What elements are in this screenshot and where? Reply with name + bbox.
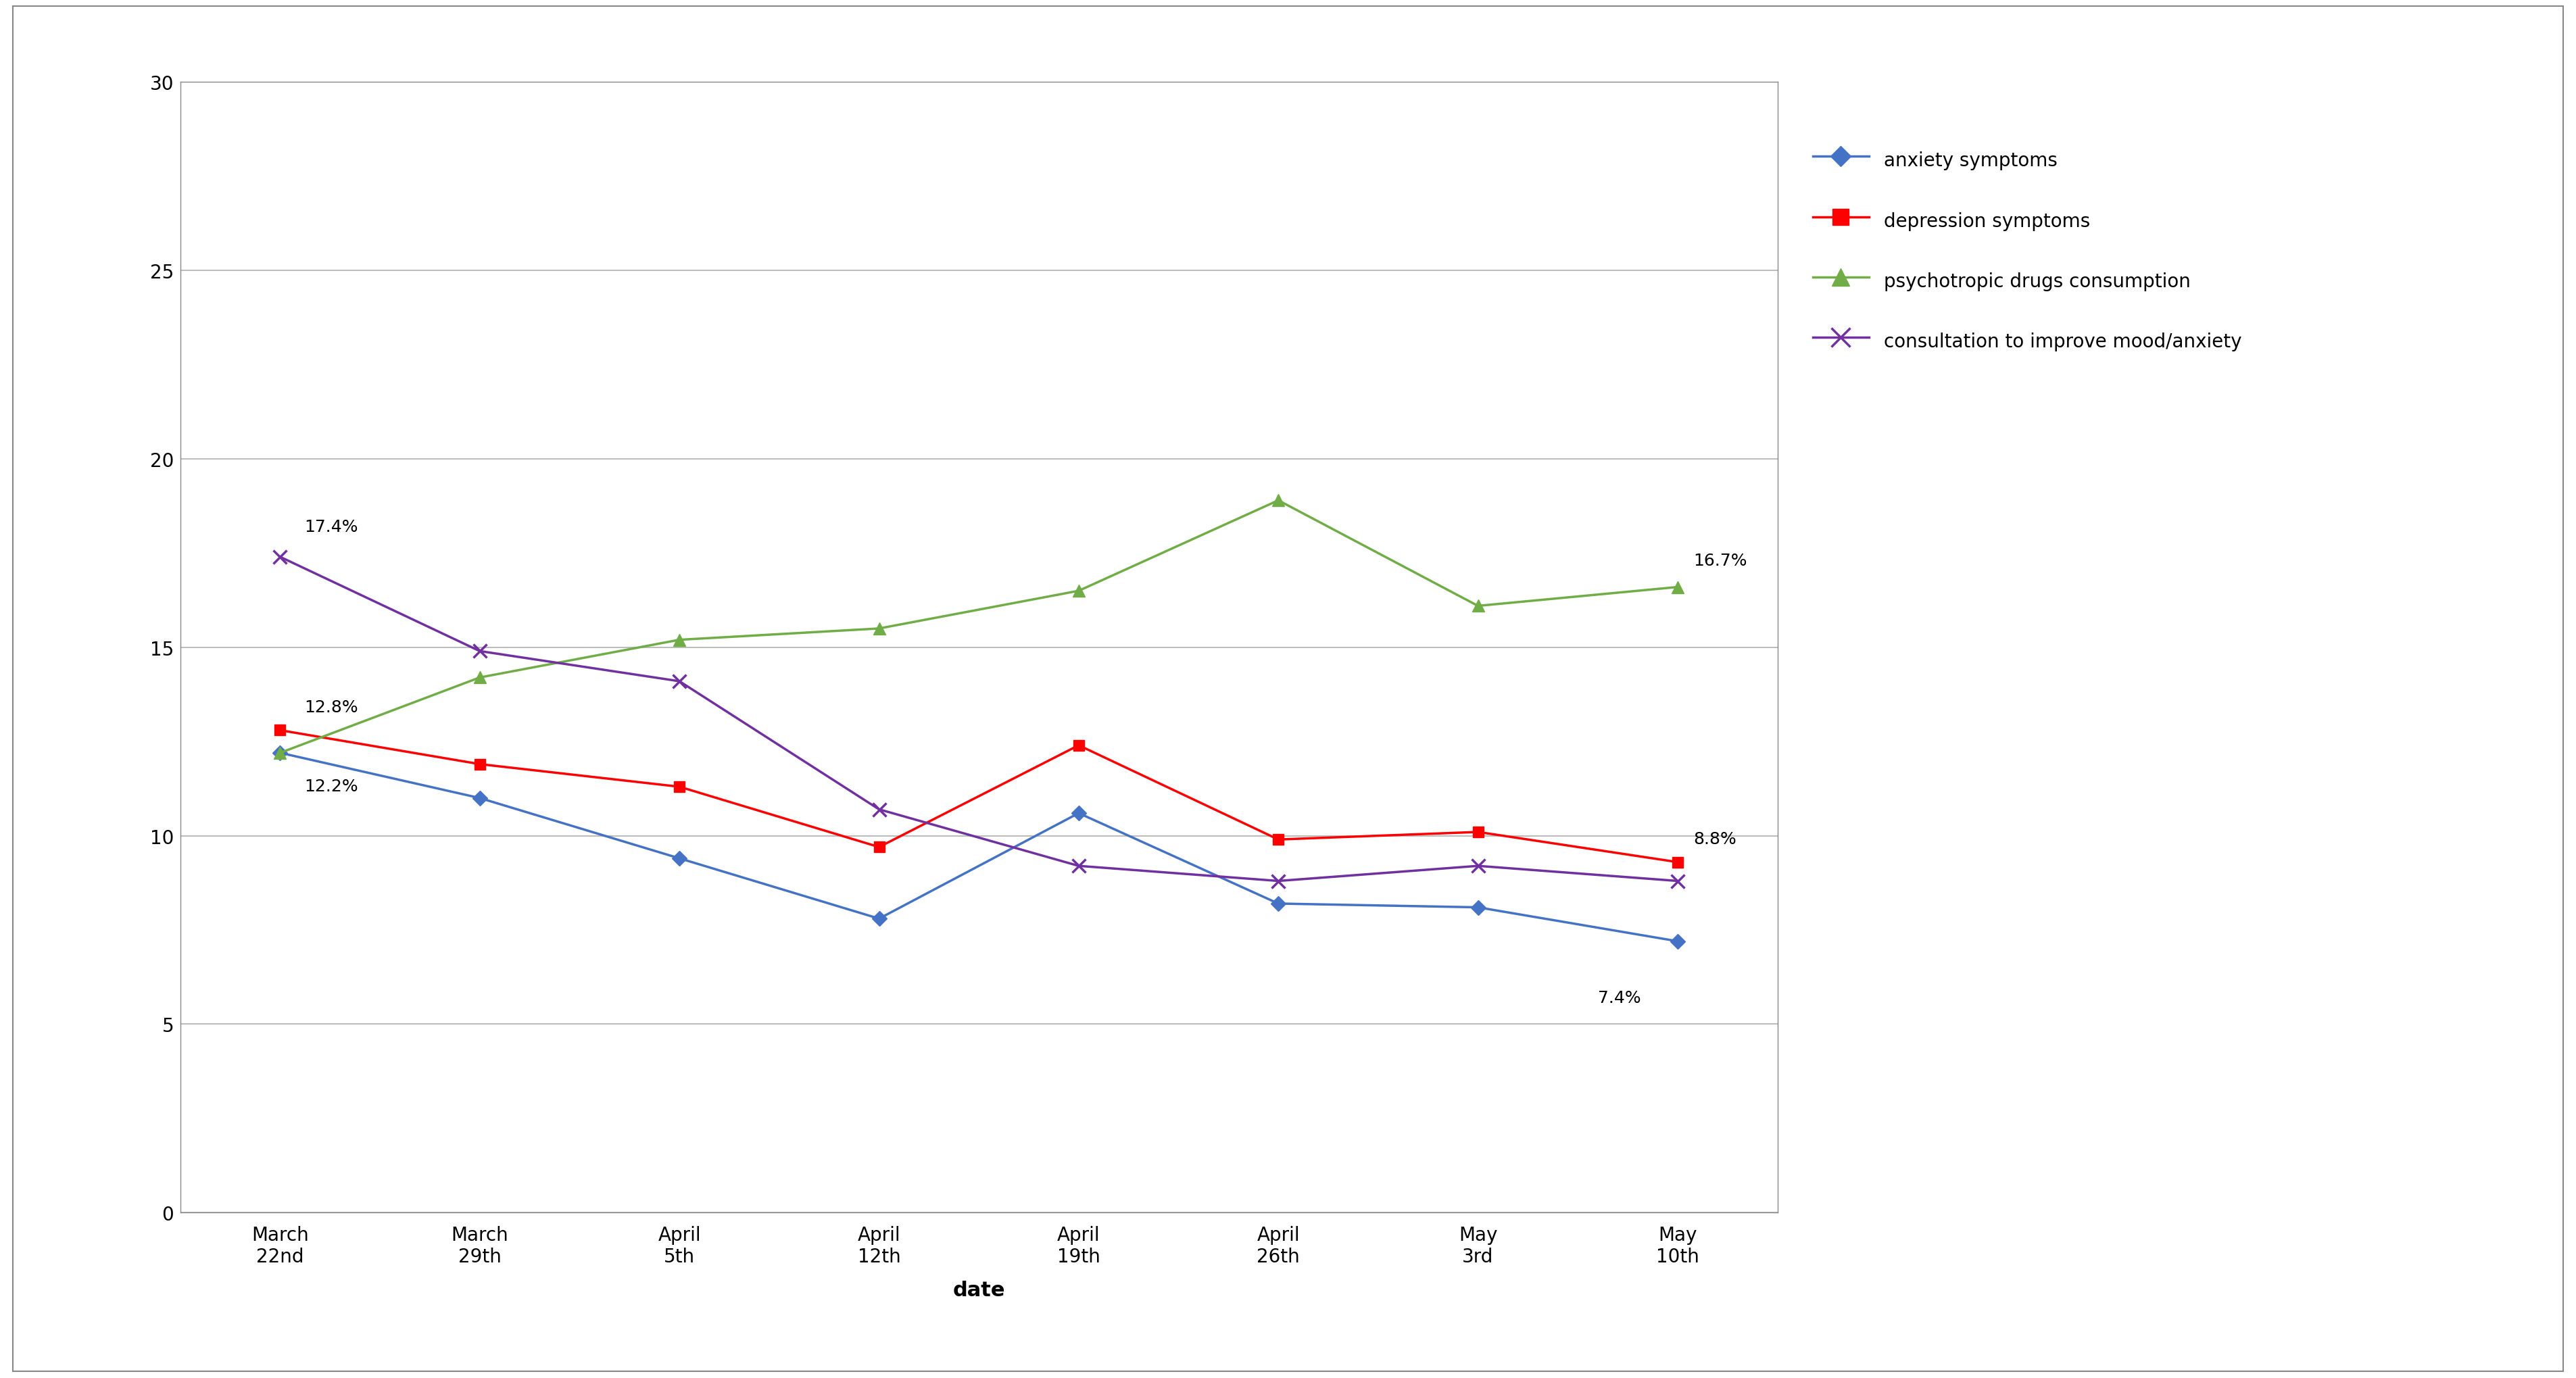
anxiety symptoms <box>1463 900 1494 916</box>
psychotropic drugs consumption <box>1463 598 1494 615</box>
anxiety symptoms <box>1662 933 1692 949</box>
depression symptoms <box>1262 831 1293 847</box>
Text: 17.4%: 17.4% <box>304 518 358 535</box>
Text: 8.8%: 8.8% <box>1692 831 1736 847</box>
anxiety symptoms <box>665 850 696 867</box>
Legend: anxiety symptoms, depression symptoms, psychotropic drugs consumption, consultat: anxiety symptoms, depression symptoms, p… <box>1814 147 2241 354</box>
Text: 12.8%: 12.8% <box>304 699 358 715</box>
anxiety symptoms <box>1064 805 1095 821</box>
consultation to improve mood/anxiety <box>1463 858 1494 875</box>
depression symptoms <box>1463 824 1494 841</box>
Line: consultation to improve mood/anxiety: consultation to improve mood/anxiety <box>273 551 1685 887</box>
psychotropic drugs consumption <box>1262 492 1293 508</box>
consultation to improve mood/anxiety <box>464 644 495 660</box>
consultation to improve mood/anxiety <box>265 548 296 565</box>
depression symptoms <box>265 722 296 739</box>
consultation to improve mood/anxiety <box>1262 872 1293 889</box>
psychotropic drugs consumption <box>265 745 296 762</box>
consultation to improve mood/anxiety <box>1662 872 1692 889</box>
Text: 16.7%: 16.7% <box>1692 553 1747 569</box>
depression symptoms <box>863 839 894 856</box>
Text: 7.4%: 7.4% <box>1597 989 1641 1006</box>
depression symptoms <box>464 757 495 773</box>
consultation to improve mood/anxiety <box>665 674 696 690</box>
consultation to improve mood/anxiety <box>1064 858 1095 875</box>
psychotropic drugs consumption <box>1064 583 1095 599</box>
anxiety symptoms <box>265 745 296 762</box>
anxiety symptoms <box>464 790 495 806</box>
psychotropic drugs consumption <box>1662 579 1692 595</box>
psychotropic drugs consumption <box>863 620 894 637</box>
anxiety symptoms <box>1262 896 1293 912</box>
depression symptoms <box>1662 854 1692 871</box>
depression symptoms <box>665 779 696 795</box>
Text: 12.2%: 12.2% <box>304 779 358 795</box>
anxiety symptoms <box>863 911 894 927</box>
psychotropic drugs consumption <box>464 670 495 686</box>
X-axis label: date: date <box>953 1280 1005 1299</box>
consultation to improve mood/anxiety <box>863 802 894 819</box>
Line: depression symptoms: depression symptoms <box>276 725 1682 868</box>
Line: anxiety symptoms: anxiety symptoms <box>276 748 1682 947</box>
Line: psychotropic drugs consumption: psychotropic drugs consumption <box>273 495 1685 759</box>
depression symptoms <box>1064 737 1095 754</box>
psychotropic drugs consumption <box>665 633 696 649</box>
